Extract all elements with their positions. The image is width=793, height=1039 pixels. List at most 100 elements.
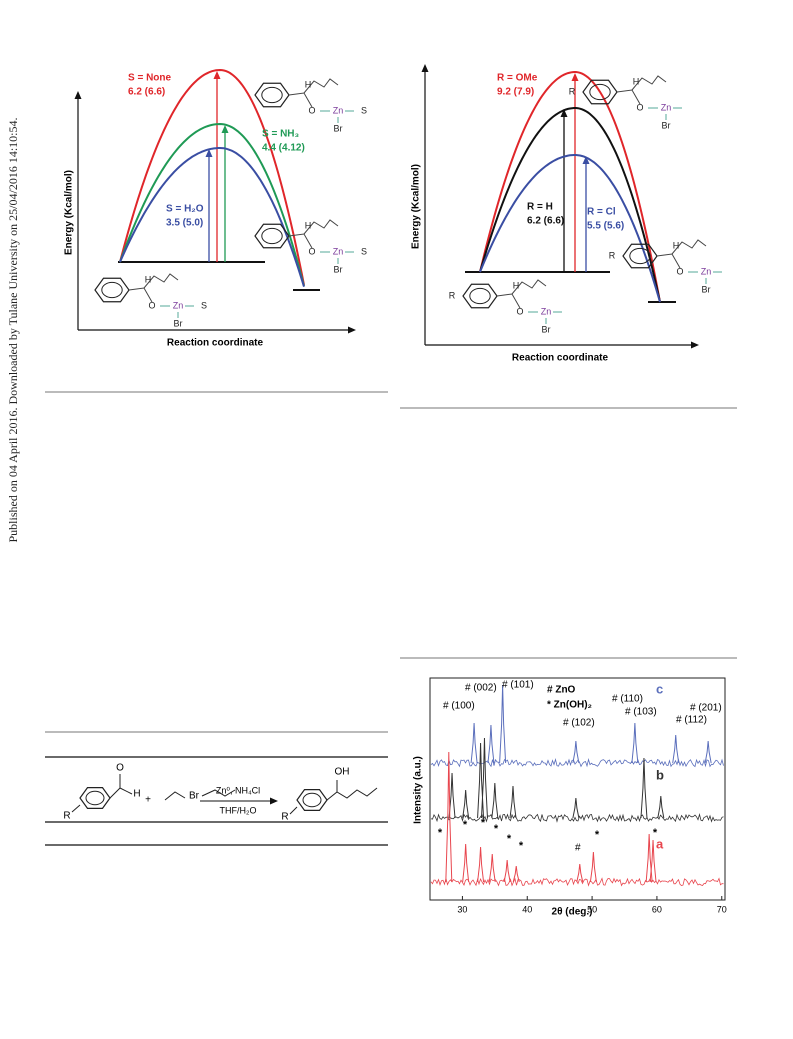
- peak: [572, 740, 580, 764]
- bond: [616, 75, 667, 105]
- y-axis-label: Intensity (a.u.): [413, 756, 424, 824]
- bond: [288, 78, 339, 108]
- asterisk: *: [595, 829, 600, 841]
- atom-label: H: [305, 220, 312, 230]
- atom-label: Br: [542, 324, 551, 334]
- peak: [477, 742, 485, 819]
- benzene-ring: [94, 277, 130, 303]
- benzene-ring-inner: [469, 287, 491, 305]
- peak: [462, 843, 470, 883]
- peak: [645, 833, 653, 883]
- rules: [45, 391, 737, 733]
- benzene-ring-inner: [261, 227, 283, 245]
- arrow-head: [582, 156, 590, 164]
- series-label: b: [656, 767, 664, 782]
- energy-curve: [119, 147, 305, 287]
- arrow-head: [270, 797, 278, 805]
- atom-label: O: [308, 246, 315, 256]
- asterisk: *: [481, 817, 486, 829]
- pattern-baseline: [430, 877, 724, 887]
- arrow-head: [348, 326, 356, 334]
- y-axis-label: Energy (Kcal/mol): [64, 170, 75, 255]
- atom-label: O: [308, 105, 315, 115]
- benzene-ring: [254, 223, 290, 249]
- energy-curve: [479, 154, 661, 303]
- bond: [496, 279, 547, 309]
- benzene-ring-inner: [85, 790, 105, 806]
- x-axis-label: 2θ (deg.): [552, 907, 593, 918]
- side-note: Published on 04 April 2016. Downloaded b…: [6, 118, 20, 543]
- peak-annotation: # (201): [690, 703, 722, 714]
- barrier-value: 6.2 (6.6): [527, 216, 564, 227]
- barrier-value: 4.4 (4.12): [262, 143, 305, 154]
- peak: [480, 737, 488, 819]
- benzene-ring-inner: [629, 247, 651, 265]
- benzene-ring: [462, 283, 498, 309]
- bond: [128, 273, 179, 303]
- energy-curve: [479, 71, 661, 303]
- asterisk: *: [463, 819, 468, 831]
- scheme-label: H: [133, 789, 140, 800]
- x-tick-label: 50: [587, 904, 597, 914]
- peak-annotation: # (002): [465, 683, 497, 694]
- peak: [704, 740, 712, 764]
- atom-label: Br: [702, 284, 711, 294]
- atom-label: H: [633, 76, 640, 86]
- barrier-value: 9.2 (7.9): [497, 87, 534, 98]
- atom-label: R: [609, 250, 616, 260]
- atom-label: H: [513, 280, 520, 290]
- peak: [576, 863, 584, 883]
- arrow-head: [560, 109, 568, 117]
- arrow-head: [421, 64, 429, 72]
- atom-label: O: [148, 300, 155, 310]
- arrow-head: [691, 341, 699, 349]
- scheme-label: O: [116, 763, 124, 774]
- barrier-value: 3.5 (5.0): [166, 218, 203, 229]
- peak: [477, 846, 485, 883]
- benzene-ring-inner: [101, 281, 123, 299]
- barrier-value: 6.2 (6.6): [128, 87, 165, 98]
- atom-label: Zn: [173, 300, 184, 310]
- bond-zn: [320, 251, 354, 264]
- bond: [109, 774, 236, 801]
- scheme-label: +: [145, 795, 151, 806]
- benzene-ring: [79, 787, 111, 809]
- peak: [491, 782, 499, 819]
- asterisk: *: [494, 823, 499, 835]
- asterisk: *: [507, 833, 512, 845]
- bond-zn: [160, 305, 194, 318]
- atom-label: O: [676, 266, 683, 276]
- peak: [499, 684, 507, 764]
- peak: [503, 859, 511, 883]
- barrier-name: R = H: [527, 202, 553, 213]
- arrow-head: [571, 73, 579, 81]
- benzene-ring-inner: [261, 86, 283, 104]
- x-tick-label: 60: [652, 904, 662, 914]
- peak: [589, 851, 597, 883]
- barrier-name: R = OMe: [497, 73, 538, 84]
- benzene-ring: [582, 79, 618, 105]
- pattern-baseline: [430, 757, 724, 768]
- atom-label: Br: [174, 318, 183, 328]
- peak: [649, 839, 657, 883]
- x-axis-label: Reaction coordinate: [512, 353, 609, 364]
- x-tick-label: 40: [522, 904, 532, 914]
- solvent: THF/H₂O: [220, 805, 257, 815]
- asterisk: *: [653, 827, 658, 839]
- asterisk: *: [519, 840, 524, 852]
- arrow-head: [213, 71, 221, 79]
- peak: [470, 722, 478, 764]
- benzene-ring: [296, 789, 328, 811]
- atom-label: O: [516, 306, 523, 316]
- atom-label: R: [449, 290, 456, 300]
- bond-zn: [648, 107, 682, 120]
- atom-label: Br: [334, 264, 343, 274]
- barrier-value: 5.5 (5.6): [587, 221, 624, 232]
- peak: [631, 722, 639, 764]
- atom-label: H: [305, 79, 312, 89]
- bond: [71, 780, 378, 815]
- peak: [509, 785, 517, 819]
- scheme-label: R: [281, 812, 288, 823]
- asterisk: *: [438, 827, 443, 839]
- arrow-head: [74, 91, 82, 99]
